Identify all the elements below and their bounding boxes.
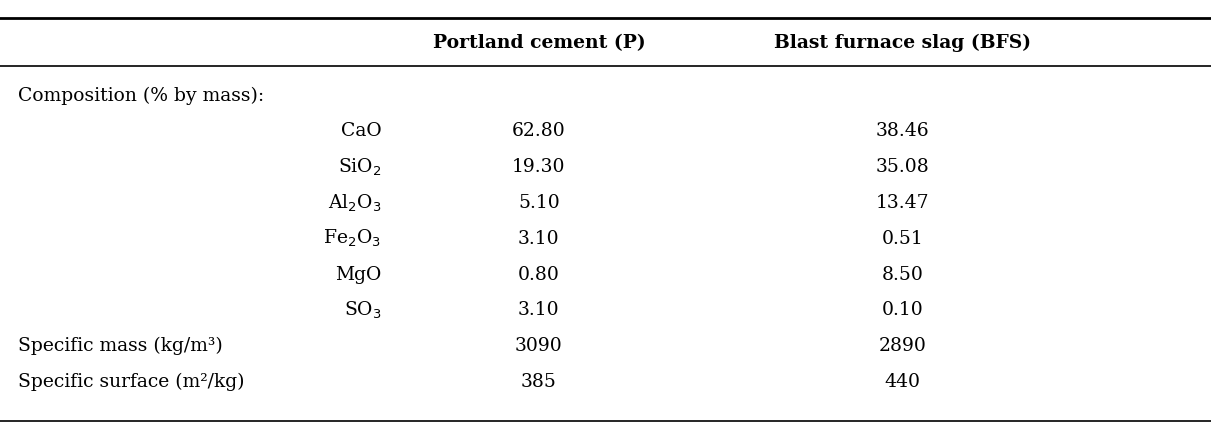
- Text: Blast furnace slag (BFS): Blast furnace slag (BFS): [774, 34, 1031, 52]
- Text: SO$_3$: SO$_3$: [344, 299, 381, 320]
- Text: CaO: CaO: [340, 122, 381, 140]
- Text: 2890: 2890: [878, 336, 926, 354]
- Text: 0.10: 0.10: [882, 301, 923, 319]
- Text: 62.80: 62.80: [512, 122, 566, 140]
- Text: 19.30: 19.30: [512, 158, 566, 176]
- Text: 3.10: 3.10: [518, 229, 559, 247]
- Text: 385: 385: [521, 372, 557, 390]
- Text: Specific mass (kg/m³): Specific mass (kg/m³): [18, 336, 223, 354]
- Text: Specific surface (m²/kg): Specific surface (m²/kg): [18, 372, 245, 390]
- Text: 440: 440: [884, 372, 920, 390]
- Text: 13.47: 13.47: [876, 194, 929, 212]
- Text: Fe$_2$O$_3$: Fe$_2$O$_3$: [323, 227, 381, 249]
- Text: 0.80: 0.80: [518, 265, 559, 283]
- Text: Al$_2$O$_3$: Al$_2$O$_3$: [328, 192, 381, 213]
- Text: 3.10: 3.10: [518, 301, 559, 319]
- Text: 0.51: 0.51: [882, 229, 923, 247]
- Text: 8.50: 8.50: [882, 265, 923, 283]
- Text: 3090: 3090: [515, 336, 563, 354]
- Text: MgO: MgO: [335, 265, 381, 283]
- Text: 38.46: 38.46: [876, 122, 929, 140]
- Text: SiO$_2$: SiO$_2$: [338, 156, 381, 178]
- Text: Portland cement (P): Portland cement (P): [432, 34, 645, 52]
- Text: 35.08: 35.08: [876, 158, 929, 176]
- Text: Composition (% by mass):: Composition (% by mass):: [18, 86, 264, 104]
- Text: 5.10: 5.10: [518, 194, 559, 212]
